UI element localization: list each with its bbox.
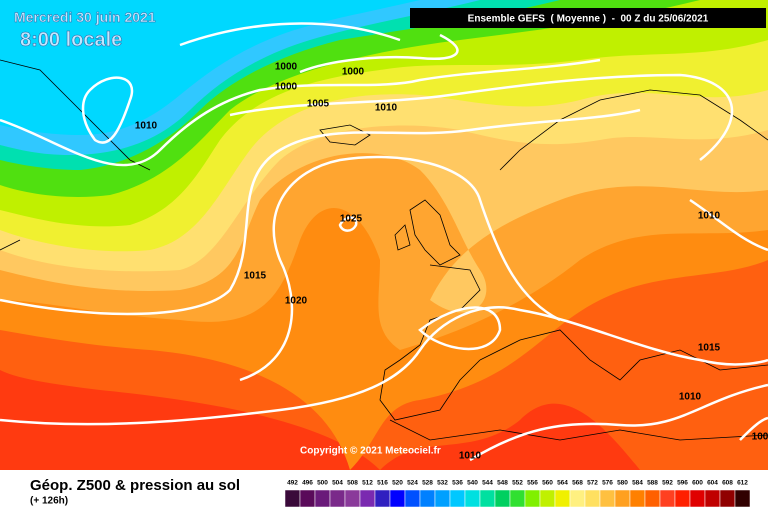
legend-label: 584 xyxy=(632,480,643,487)
run-info: Ensemble GEFS ( Moyenne ) - 00 Z du 25/0… xyxy=(468,14,709,25)
legend-label: 552 xyxy=(512,480,523,487)
legend-swatch xyxy=(524,489,541,508)
legend-swatch xyxy=(374,489,391,508)
legend-swatch xyxy=(629,489,646,508)
legend-label: 556 xyxy=(527,480,538,487)
isobar-label: 1010 xyxy=(679,392,702,403)
legend-swatch xyxy=(584,489,601,508)
legend-label: 520 xyxy=(392,480,403,487)
legend-label: 548 xyxy=(497,480,508,487)
isobar-label: 1015 xyxy=(244,271,267,282)
run-box xyxy=(410,8,766,28)
legend-swatch xyxy=(689,489,706,508)
legend-swatch xyxy=(464,489,481,508)
date: Mercredi 30 juin 2021 xyxy=(14,9,156,25)
legend-label: 572 xyxy=(587,480,598,487)
legend-swatch xyxy=(344,489,361,508)
legend-label: 508 xyxy=(347,480,358,487)
legend-label: 604 xyxy=(707,480,718,487)
legend-swatch xyxy=(644,489,661,508)
legend-label: 568 xyxy=(572,480,583,487)
isobar-label: 1005 xyxy=(307,99,330,110)
legend-swatch xyxy=(674,489,691,508)
legend-label: 536 xyxy=(452,480,463,487)
legend-swatch xyxy=(284,489,301,508)
isobar-label: 1000 xyxy=(275,62,298,73)
legend-label: 608 xyxy=(722,480,733,487)
legend-label: 588 xyxy=(647,480,658,487)
isobar-label: 1000 xyxy=(342,67,365,78)
legend-label: 612 xyxy=(737,480,748,487)
legend-swatch xyxy=(389,489,406,508)
isobar-label: 100 xyxy=(752,432,768,443)
isobar-label: 1010 xyxy=(375,103,398,114)
legend-swatch xyxy=(359,489,376,508)
legend-swatch xyxy=(734,489,751,508)
isobar-labels: 1000 1000 1000 1005 1010 1010 1025 1015 … xyxy=(135,62,768,462)
isobar-label: 1015 xyxy=(698,343,721,354)
legend: 492 496 500 504 508 512 516 520 524 528 532 536 540 5… xyxy=(284,480,751,508)
legend-swatch xyxy=(539,489,556,508)
legend-swatch xyxy=(479,489,496,508)
legend-label: 600 xyxy=(692,480,703,487)
isobar-label: 1020 xyxy=(285,296,308,307)
legend-swatch xyxy=(419,489,436,508)
isobar-label: 1025 xyxy=(340,214,363,225)
legend-swatch xyxy=(494,489,511,508)
legend-swatch xyxy=(659,489,676,508)
legend-swatch xyxy=(449,489,466,508)
local-time: 8:00 locale xyxy=(20,29,122,51)
legend-swatch xyxy=(614,489,631,508)
legend-label: 580 xyxy=(617,480,628,487)
legend-label: 564 xyxy=(557,480,568,487)
legend-swatch xyxy=(569,489,586,508)
legend-swatch xyxy=(599,489,616,508)
legend-swatch xyxy=(329,489,346,508)
legend-label: 512 xyxy=(362,480,373,487)
legend-label: 592 xyxy=(662,480,673,487)
coastlines xyxy=(0,59,768,441)
legend-label: 516 xyxy=(377,480,388,487)
legend-label: 500 xyxy=(317,480,328,487)
legend-swatch xyxy=(314,489,331,508)
legend-label: 496 xyxy=(302,480,313,487)
isobar-label: 1000 xyxy=(275,82,298,93)
field xyxy=(0,0,768,470)
legend-label: 540 xyxy=(467,480,478,487)
legend-label: 576 xyxy=(602,480,613,487)
legend-label: 560 xyxy=(542,480,553,487)
legend-label: 504 xyxy=(332,480,343,487)
legend-swatch xyxy=(404,489,421,508)
legend-label: 532 xyxy=(437,480,448,487)
legend-swatch xyxy=(509,489,526,508)
lead-time: (+ 126h) xyxy=(30,496,68,507)
legend-label: 492 xyxy=(287,480,298,487)
legend-swatch xyxy=(434,489,451,508)
isobars xyxy=(0,22,768,462)
legend-swatch xyxy=(704,489,721,508)
isobar-label: 1010 xyxy=(135,121,158,132)
isobar-label: 1010 xyxy=(459,451,482,462)
legend-label: 528 xyxy=(422,480,433,487)
isobar-label: 1010 xyxy=(698,211,721,222)
legend-label: 524 xyxy=(407,480,418,487)
legend-label: 544 xyxy=(482,480,493,487)
legend-label: 596 xyxy=(677,480,688,487)
copyright: Copyright © 2021 Meteociel.fr xyxy=(300,446,441,457)
legend-swatch xyxy=(719,489,736,508)
legend-swatch xyxy=(554,489,571,508)
legend-swatch xyxy=(299,489,316,508)
footer-title: Géop. Z500 & pression au sol xyxy=(30,477,240,494)
